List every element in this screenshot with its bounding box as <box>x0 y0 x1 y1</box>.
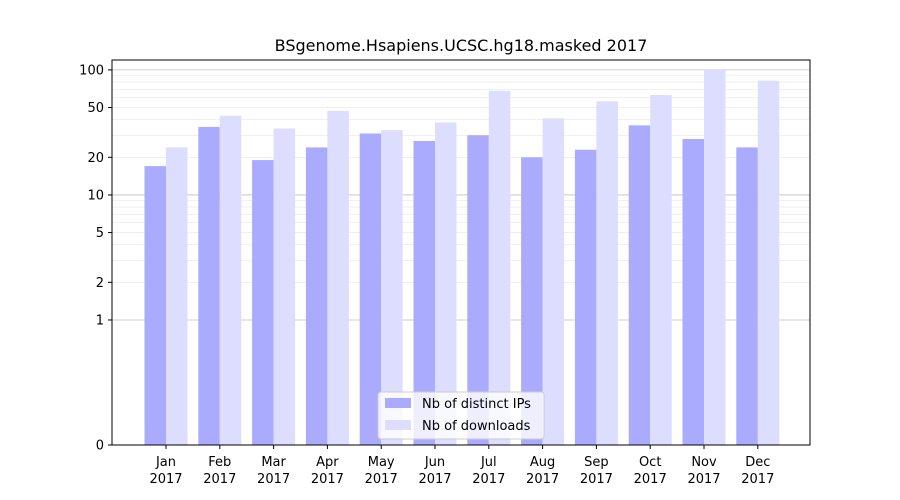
x-tick-label: Sep 2017 <box>580 455 613 487</box>
bar-downloads-may <box>381 130 403 445</box>
bar-distinct-ips-dec <box>736 147 758 446</box>
bar-downloads-mar <box>273 128 296 445</box>
y-tick-label: 5 <box>96 226 104 241</box>
x-tick-label: Feb 2017 <box>203 455 236 487</box>
bar-distinct-ips-mar <box>252 160 274 445</box>
bar-downloads-sep <box>596 101 618 445</box>
x-tick-label: Jul 2017 <box>472 455 505 487</box>
bar-distinct-ips-jun <box>413 140 435 445</box>
legend-label-distinct-ips: Nb of distinct IPs <box>422 397 531 412</box>
x-tick-label: Oct 2017 <box>634 455 667 487</box>
legend-swatch-distinct-ips <box>385 398 411 408</box>
bar-downloads-oct <box>650 94 672 446</box>
legend-label-downloads: Nb of downloads <box>422 419 531 434</box>
x-tick-label: Mar 2017 <box>257 455 290 487</box>
y-tick-label: 1 <box>96 313 104 328</box>
x-tick-label: Nov 2017 <box>687 455 720 487</box>
bar-distinct-ips-jul <box>467 135 489 445</box>
x-axis: Jan 2017 Feb 2017 Mar 2017 Apr 2017 May 2017 Jun 20… <box>149 445 774 487</box>
bar-downloads-feb <box>219 115 242 445</box>
bars <box>144 69 780 446</box>
x-tick-label: Jan 2017 <box>149 455 182 487</box>
bar-distinct-ips-feb <box>198 126 220 446</box>
bar-distinct-ips-may <box>359 133 382 445</box>
bar-downloads-jan <box>166 147 188 446</box>
bar-distinct-ips-apr <box>305 147 328 446</box>
bar-downloads-jul <box>488 90 511 446</box>
bar-downloads-jun <box>435 122 457 445</box>
x-tick-label: Aug 2017 <box>526 455 559 487</box>
bar-distinct-ips-aug <box>521 157 543 445</box>
bar-downloads-dec <box>757 80 780 445</box>
y-tick-label: 10 <box>87 188 104 203</box>
y-tick-label: 100 <box>79 63 104 78</box>
bar-distinct-ips-sep <box>574 149 597 446</box>
x-tick-label: Jun 2017 <box>418 455 451 487</box>
chart-title: BSgenome.Hsapiens.UCSC.hg18.masked 2017 <box>275 36 648 55</box>
y-axis: 0 1 2 5 10 20 50 100 <box>79 63 112 454</box>
x-tick-label: Dec 2017 <box>741 455 774 487</box>
bar-distinct-ips-nov <box>682 139 704 445</box>
plot-frame <box>111 59 811 446</box>
x-tick-label: Apr 2017 <box>311 455 344 487</box>
legend-swatch-downloads <box>385 420 411 430</box>
y-tick-label: 50 <box>87 101 104 116</box>
y-tick-label: 20 <box>87 151 104 166</box>
bar-downloads-apr <box>327 110 349 445</box>
legend: Nb of distinct IPs Nb of downloads <box>377 391 545 440</box>
x-tick-label: May 2017 <box>365 455 398 487</box>
y-tick-label: 0 <box>96 439 104 454</box>
bar-downloads-aug <box>542 118 565 445</box>
legend-box <box>377 391 545 440</box>
y-tick-label: 2 <box>96 276 104 291</box>
bar-distinct-ips-oct <box>628 125 651 445</box>
bar-downloads-nov <box>704 69 726 446</box>
bar-distinct-ips-jan <box>144 166 166 445</box>
